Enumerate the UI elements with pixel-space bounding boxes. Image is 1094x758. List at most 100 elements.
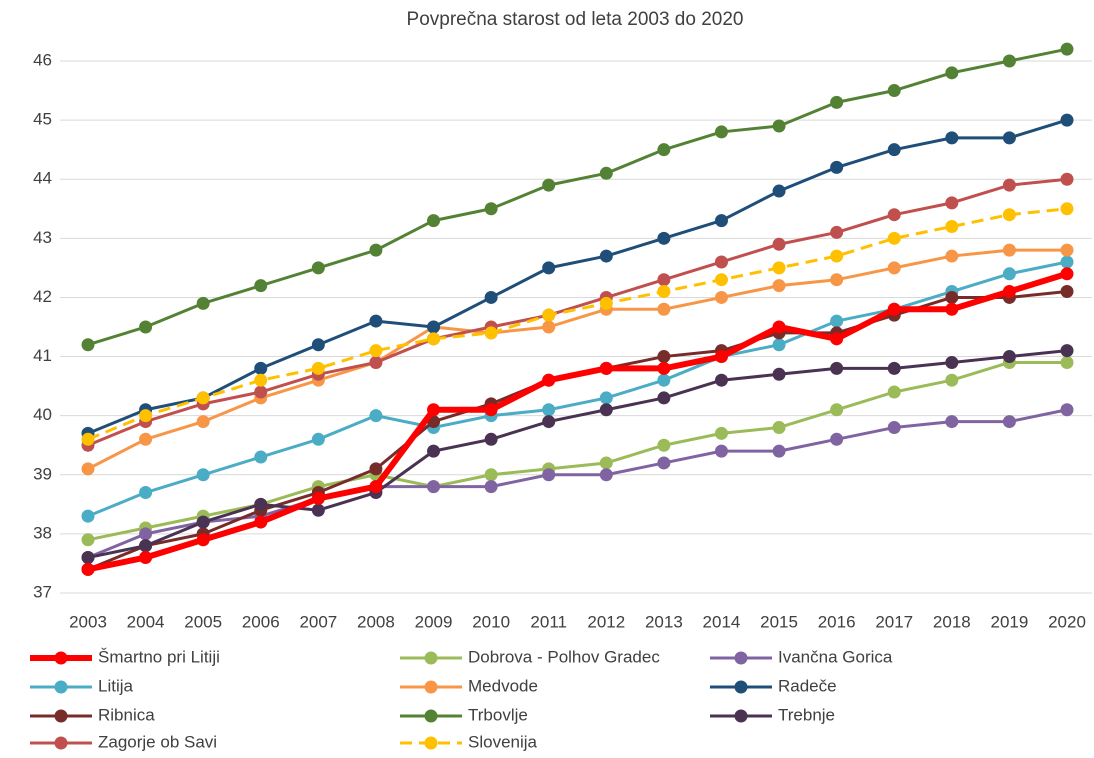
point xyxy=(772,320,786,334)
point xyxy=(945,302,959,316)
legend-marker xyxy=(734,651,748,665)
point xyxy=(542,308,556,322)
point xyxy=(887,143,901,157)
legend-label: Trebnje xyxy=(778,705,835,724)
point xyxy=(542,261,556,275)
point xyxy=(196,415,210,429)
x-tick-label: 2003 xyxy=(69,612,107,631)
point xyxy=(542,415,556,429)
point xyxy=(887,302,901,316)
point xyxy=(1060,42,1074,56)
point xyxy=(1002,131,1016,145)
point xyxy=(81,551,95,565)
point xyxy=(714,125,728,139)
point xyxy=(81,432,95,446)
point xyxy=(599,391,613,405)
legend-label: Ribnica xyxy=(98,705,155,724)
point xyxy=(1002,54,1016,68)
point xyxy=(830,225,844,239)
point xyxy=(945,415,959,429)
legend-marker xyxy=(54,651,68,665)
y-tick-label: 42 xyxy=(33,287,52,306)
point xyxy=(1002,267,1016,281)
point xyxy=(599,249,613,263)
point xyxy=(542,320,556,334)
point xyxy=(311,261,325,275)
point xyxy=(1060,243,1074,257)
point xyxy=(196,296,210,310)
x-tick-label: 2013 xyxy=(645,612,683,631)
point xyxy=(887,84,901,98)
legend-label: Dobrova - Polhov Gradec xyxy=(468,647,660,666)
x-tick-label: 2010 xyxy=(472,612,510,631)
series-line xyxy=(87,207,1068,441)
point xyxy=(81,533,95,547)
point xyxy=(657,350,671,364)
point xyxy=(714,350,728,364)
point xyxy=(657,391,671,405)
point xyxy=(427,214,441,228)
point xyxy=(657,302,671,316)
point xyxy=(887,231,901,245)
point xyxy=(139,409,153,423)
point xyxy=(254,515,268,529)
point xyxy=(945,196,959,210)
point xyxy=(714,426,728,440)
point xyxy=(196,468,210,482)
point xyxy=(1060,113,1074,127)
y-tick-label: 43 xyxy=(33,228,52,247)
point xyxy=(427,480,441,494)
point xyxy=(139,539,153,553)
point xyxy=(599,403,613,417)
point xyxy=(599,166,613,180)
point xyxy=(887,261,901,275)
point xyxy=(1002,415,1016,429)
point xyxy=(1060,202,1074,216)
point xyxy=(657,373,671,387)
point xyxy=(657,361,671,375)
point xyxy=(427,403,441,417)
point xyxy=(945,220,959,234)
point xyxy=(830,332,844,346)
point xyxy=(311,503,325,517)
point xyxy=(254,373,268,387)
point xyxy=(369,344,383,358)
point xyxy=(1060,267,1074,281)
legend-label: Trbovlje xyxy=(468,705,528,724)
point xyxy=(369,355,383,369)
point xyxy=(657,285,671,299)
point xyxy=(484,290,498,304)
point xyxy=(254,279,268,293)
x-tick-label: 2011 xyxy=(530,612,567,631)
legend-marker xyxy=(54,680,68,694)
point xyxy=(830,314,844,328)
point xyxy=(830,95,844,109)
y-tick-label: 45 xyxy=(33,110,52,129)
point xyxy=(772,119,786,133)
point xyxy=(830,273,844,287)
legend-marker xyxy=(734,709,748,723)
point xyxy=(772,279,786,293)
y-tick-label: 38 xyxy=(33,523,52,542)
legend-marker xyxy=(734,680,748,694)
point xyxy=(599,468,613,482)
x-tick-label: 2006 xyxy=(242,612,280,631)
point xyxy=(599,296,613,310)
point xyxy=(427,332,441,346)
point xyxy=(484,432,498,446)
point xyxy=(139,432,153,446)
point xyxy=(484,403,498,417)
point xyxy=(369,462,383,476)
point xyxy=(81,562,95,576)
point xyxy=(139,320,153,334)
point xyxy=(830,160,844,174)
point xyxy=(1060,403,1074,417)
point xyxy=(1002,243,1016,257)
legend-label: Ivančna Gorica xyxy=(778,647,893,666)
series-line xyxy=(87,118,1068,435)
point xyxy=(542,178,556,192)
x-tick-label: 2008 xyxy=(357,612,395,631)
x-tick-label: 2009 xyxy=(415,612,453,631)
x-tick-label: 2020 xyxy=(1048,612,1086,631)
